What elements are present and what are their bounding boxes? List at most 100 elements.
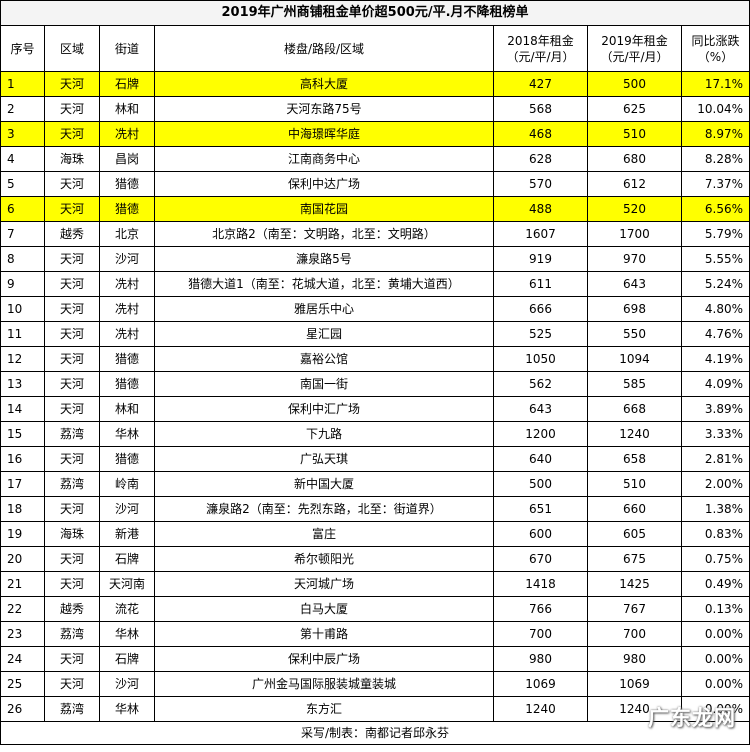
cell-district: 越秀 [44, 221, 100, 247]
cell-street: 林和 [99, 96, 155, 122]
cell-idx: 26 [0, 696, 45, 722]
cell-idx: 22 [0, 596, 45, 622]
table-row: 16 天河 猎德 广弘天琪 640 658 2.81% [0, 446, 750, 472]
cell-property: 东方汇 [154, 696, 494, 722]
table-row: 15 荔湾 华林 下九路 1200 1240 3.33% [0, 421, 750, 447]
cell-rent2019: 675 [587, 546, 682, 572]
cell-district: 天河 [44, 196, 100, 222]
footer-row: 采写/制表：南都记者邱永芬 [0, 721, 750, 745]
cell-rent2018: 980 [493, 646, 588, 672]
table-row: 13 天河 猎德 南国一街 562 585 4.09% [0, 371, 750, 397]
cell-property: 第十甫路 [154, 621, 494, 647]
table-row: 19 海珠 新港 富庄 600 605 0.83% [0, 521, 750, 547]
table-row: 18 天河 沙河 濂泉路2（南至：先烈东路，北至：街道界） 651 660 1.38% [0, 496, 750, 522]
cell-change: 4.80% [680, 296, 750, 322]
cell-rent2019: 625 [587, 96, 682, 122]
cell-district: 天河 [44, 71, 100, 97]
cell-rent2018: 1050 [493, 346, 588, 372]
cell-change: 17.1% [680, 71, 750, 97]
table-row: 10 天河 冼村 雅居乐中心 666 698 4.80% [0, 296, 750, 322]
cell-idx: 21 [0, 571, 45, 597]
cell-district: 天河 [44, 296, 100, 322]
cell-district: 荔湾 [44, 621, 100, 647]
cell-property: 希尔顿阳光 [154, 546, 494, 572]
cell-district: 天河 [44, 671, 100, 697]
table-row: 8 天河 沙河 濂泉路5号 919 970 5.55% [0, 246, 750, 272]
cell-street: 天河南 [99, 571, 155, 597]
cell-property: 南国花园 [154, 196, 494, 222]
cell-change: 8.97% [680, 121, 750, 147]
cell-rent2019: 605 [587, 521, 682, 547]
cell-idx: 14 [0, 396, 45, 422]
cell-rent2019: 700 [587, 621, 682, 647]
cell-idx: 8 [0, 246, 45, 272]
cell-street: 岭南 [99, 471, 155, 497]
table-row: 2 天河 林和 天河东路75号 568 625 10.04% [0, 96, 750, 122]
cell-street: 冼村 [99, 271, 155, 297]
table-row: 3 天河 冼村 中海璟晖华庭 468 510 8.97% [0, 121, 750, 147]
cell-rent2019: 510 [587, 121, 682, 147]
table-row: 26 荔湾 华林 东方汇 1240 1240 0.00% [0, 696, 750, 722]
cell-property: 天河城广场 [154, 571, 494, 597]
watermark-logo: 广东龙网 [648, 706, 736, 730]
cell-rent2019: 500 [587, 71, 682, 97]
cell-change: 0.13% [680, 596, 750, 622]
cell-district: 天河 [44, 96, 100, 122]
cell-idx: 25 [0, 671, 45, 697]
cell-rent2019: 658 [587, 446, 682, 472]
cell-rent2018: 651 [493, 496, 588, 522]
cell-street: 石牌 [99, 546, 155, 572]
cell-idx: 3 [0, 121, 45, 147]
cell-change: 6.56% [680, 196, 750, 222]
cell-street: 石牌 [99, 71, 155, 97]
cell-idx: 17 [0, 471, 45, 497]
cell-street: 华林 [99, 421, 155, 447]
cell-property: 富庄 [154, 521, 494, 547]
cell-change: 0.00% [680, 696, 750, 722]
cell-rent2019: 550 [587, 321, 682, 347]
cell-change: 4.76% [680, 321, 750, 347]
cell-district: 天河 [44, 346, 100, 372]
cell-change: 0.00% [680, 671, 750, 697]
cell-district: 天河 [44, 121, 100, 147]
cell-change: 0.49% [680, 571, 750, 597]
table-row: 9 天河 冼村 猎德大道1（南至：花城大道，北至：黄埔大道西） 611 643 5.24% [0, 271, 750, 297]
cell-property: 保利中辰广场 [154, 646, 494, 672]
cell-street: 冼村 [99, 296, 155, 322]
table-row: 12 天河 猎德 嘉裕公馆 1050 1094 4.19% [0, 346, 750, 372]
cell-idx: 4 [0, 146, 45, 172]
cell-property: 濂泉路2（南至：先烈东路，北至：街道界） [154, 496, 494, 522]
cell-property: 雅居乐中心 [154, 296, 494, 322]
cell-idx: 6 [0, 196, 45, 222]
footer-credit: 采写/制表：南都记者邱永芬 [0, 721, 750, 745]
header-rent-2018: 2018年租金 （元/平/月） [493, 25, 588, 72]
cell-district: 天河 [44, 321, 100, 347]
cell-street: 猎德 [99, 196, 155, 222]
cell-change: 0.83% [680, 521, 750, 547]
cell-rent2019: 612 [587, 171, 682, 197]
cell-district: 荔湾 [44, 421, 100, 447]
cell-change: 5.24% [680, 271, 750, 297]
cell-idx: 2 [0, 96, 45, 122]
cell-district: 天河 [44, 271, 100, 297]
cell-rent2019: 1094 [587, 346, 682, 372]
table-row: 20 天河 石牌 希尔顿阳光 670 675 0.75% [0, 546, 750, 572]
table-row: 14 天河 林和 保利中汇广场 643 668 3.89% [0, 396, 750, 422]
cell-rent2018: 1418 [493, 571, 588, 597]
cell-district: 海珠 [44, 146, 100, 172]
cell-idx: 11 [0, 321, 45, 347]
title-row: 2019年广州商铺租金单价超500元/平.月不降租榜单 [0, 0, 750, 26]
cell-district: 天河 [44, 371, 100, 397]
cell-street: 新港 [99, 521, 155, 547]
cell-rent2018: 570 [493, 171, 588, 197]
cell-rent2019: 698 [587, 296, 682, 322]
header-change: 同比涨跌 （%） [680, 25, 750, 72]
cell-idx: 12 [0, 346, 45, 372]
header-district: 区域 [44, 25, 100, 72]
cell-rent2018: 568 [493, 96, 588, 122]
cell-property: 下九路 [154, 421, 494, 447]
cell-rent2018: 1200 [493, 421, 588, 447]
cell-change: 4.19% [680, 346, 750, 372]
